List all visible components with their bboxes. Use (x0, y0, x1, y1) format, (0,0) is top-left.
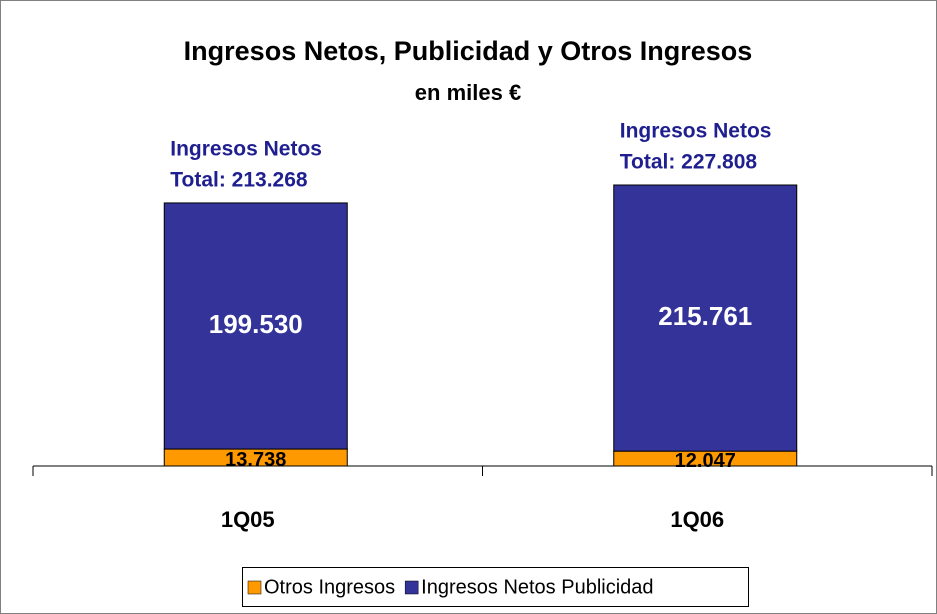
bar-segment (163, 202, 348, 450)
chart-title: Ingresos Netos, Publicidad y Otros Ingre… (184, 36, 753, 66)
legend-label: Otros Ingresos (264, 576, 395, 598)
bar-segment (613, 184, 798, 452)
data-label: 13.738 (225, 449, 286, 471)
legend-label: Ingresos Netos Publicidad (421, 576, 653, 598)
data-label: 199.530 (209, 309, 303, 339)
annotation: Ingresos Netos (170, 137, 322, 160)
data-label: 215.761 (658, 301, 752, 331)
annotation: Total: 213.268 (170, 168, 308, 191)
legend-swatch (404, 580, 419, 595)
x-tick-label: 1Q05 (221, 507, 275, 532)
annotation: Total: 227.808 (620, 151, 758, 174)
data-label: 12.047 (675, 450, 736, 472)
annotation: Ingresos Netos (620, 120, 772, 143)
chart-subtitle: en miles € (415, 80, 521, 105)
x-tick-label: 1Q06 (670, 507, 724, 532)
legend-swatch (247, 580, 262, 595)
legend (242, 567, 749, 607)
